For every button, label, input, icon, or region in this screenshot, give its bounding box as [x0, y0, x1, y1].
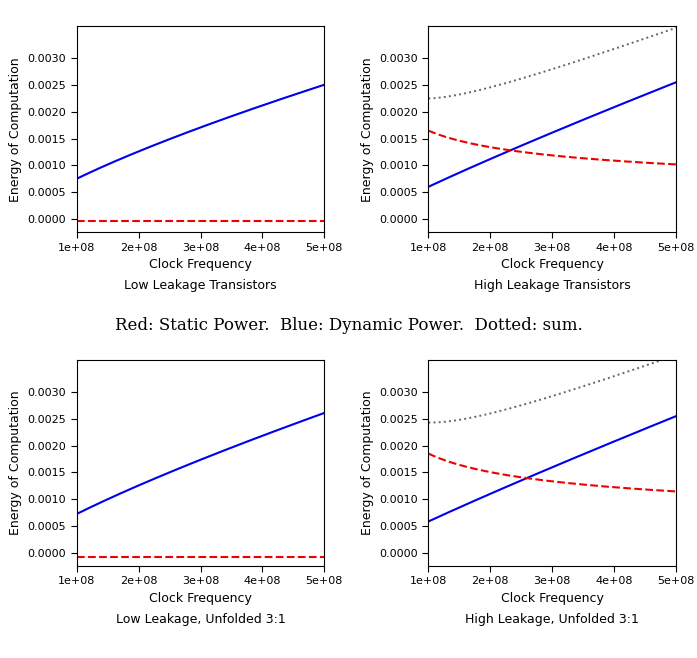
Y-axis label: Energy of Computation: Energy of Computation — [9, 391, 22, 535]
X-axis label: Clock Frequency
High Leakage, Unfolded 3:1: Clock Frequency High Leakage, Unfolded 3… — [466, 592, 639, 626]
X-axis label: Clock Frequency
High Leakage Transistors: Clock Frequency High Leakage Transistors — [474, 258, 631, 292]
X-axis label: Clock Frequency
Low Leakage, Unfolded 3:1: Clock Frequency Low Leakage, Unfolded 3:… — [116, 592, 285, 626]
Y-axis label: Energy of Computation: Energy of Computation — [360, 391, 374, 535]
Text: Red: Static Power.  Blue: Dynamic Power.  Dotted: sum.: Red: Static Power. Blue: Dynamic Power. … — [114, 317, 583, 334]
X-axis label: Clock Frequency
Low Leakage Transistors: Clock Frequency Low Leakage Transistors — [124, 258, 277, 292]
Y-axis label: Energy of Computation: Energy of Computation — [9, 57, 22, 201]
Y-axis label: Energy of Computation: Energy of Computation — [360, 57, 374, 201]
